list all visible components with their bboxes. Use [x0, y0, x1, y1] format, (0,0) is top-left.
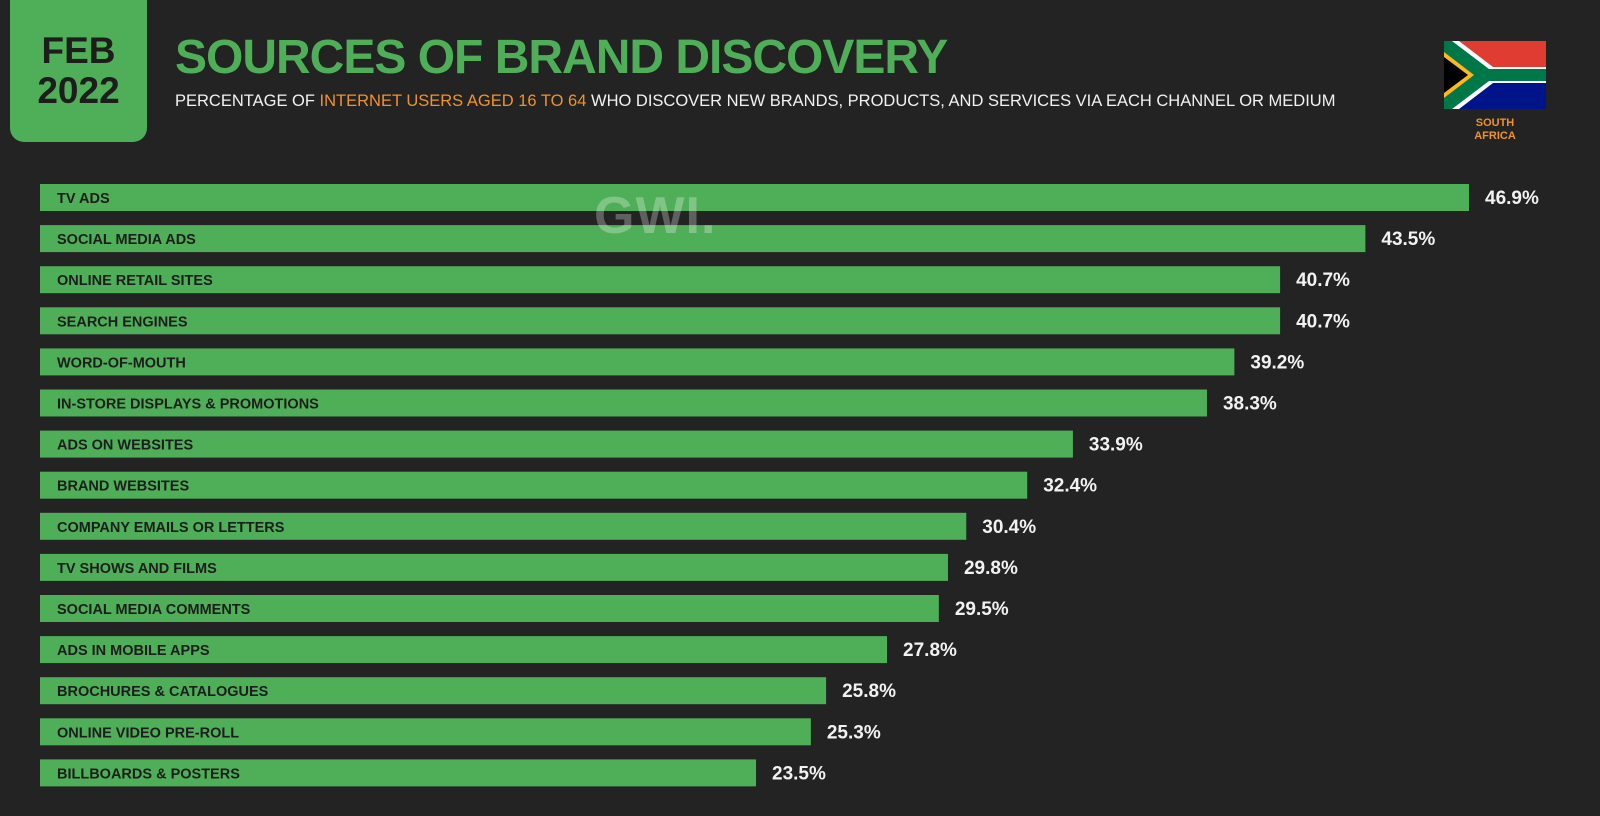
value-label: 32.4%	[1043, 476, 1097, 497]
country-line-2: AFRICA	[1474, 130, 1516, 142]
category-label: WORD-OF-MOUTH	[57, 355, 186, 371]
category-label: ONLINE VIDEO PRE-ROLL	[57, 725, 239, 741]
subtitle-pre: PERCENTAGE OF	[175, 92, 320, 110]
date-year: 2022	[37, 70, 120, 111]
south-africa-flag-icon	[1444, 41, 1546, 109]
category-label: TV ADS	[57, 191, 110, 207]
category-label: BROCHURES & CATALOGUES	[57, 684, 269, 700]
category-label: BILLBOARDS & POSTERS	[57, 766, 240, 782]
bar-online-video-pre-roll	[40, 718, 811, 746]
bar-billboards-posters	[40, 759, 757, 787]
value-label: 38.3%	[1223, 394, 1277, 415]
subtitle-post: WHO DISCOVER NEW BRANDS, PRODUCTS, AND S…	[586, 92, 1336, 110]
value-label: 27.8%	[903, 640, 957, 661]
bar-tv-ads	[40, 184, 1469, 211]
value-label: 29.5%	[955, 599, 1009, 620]
bar-search-engines	[40, 307, 1281, 335]
value-label: 46.9%	[1485, 188, 1539, 209]
date-badge: FEB 2022	[10, 0, 147, 142]
bar-tv-shows-and-films	[40, 553, 948, 581]
value-label: 29.8%	[964, 558, 1018, 579]
category-label: ONLINE RETAIL SITES	[57, 273, 213, 289]
chart-title: SOURCES OF BRAND DISCOVERY	[175, 31, 948, 84]
category-label: BRAND WEBSITES	[57, 479, 189, 495]
bar-company-emails-or-letters	[40, 512, 967, 540]
value-label: 23.5%	[772, 763, 826, 784]
value-label: 40.7%	[1296, 270, 1350, 291]
country-line-1: SOUTH	[1475, 117, 1515, 129]
category-label: SEARCH ENGINES	[57, 314, 188, 330]
category-label: SOCIAL MEDIA COMMENTS	[57, 602, 251, 618]
date-month: FEB	[41, 30, 116, 71]
country-label: SOUTH AFRICA	[1444, 117, 1546, 143]
value-label: 39.2%	[1250, 352, 1304, 373]
value-label: 30.4%	[982, 517, 1036, 538]
bar-in-store-displays-promotions	[40, 389, 1207, 417]
bar-ads-on-websites	[40, 430, 1073, 458]
gwi-watermark: GWI.	[594, 187, 717, 245]
value-label: 40.7%	[1296, 311, 1350, 332]
value-label: 25.3%	[827, 722, 881, 743]
bar-brochures-catalogues	[40, 677, 827, 705]
category-label: ADS ON WEBSITES	[57, 438, 193, 454]
bar-ads-in-mobile-apps	[40, 636, 888, 664]
category-label: ADS IN MOBILE APPS	[57, 643, 210, 659]
category-label: IN-STORE DISPLAYS & PROMOTIONS	[57, 397, 319, 413]
bar-brand-websites	[40, 471, 1028, 499]
value-label: 43.5%	[1381, 229, 1435, 250]
value-label: 25.8%	[842, 681, 896, 702]
chart-subtitle: PERCENTAGE OF INTERNET USERS AGED 16 TO …	[175, 92, 1335, 111]
bar-social-media-comments	[40, 595, 939, 622]
category-label: COMPANY EMAILS OR LETTERS	[57, 520, 285, 536]
bar-social-media-ads	[40, 225, 1366, 253]
category-label: TV SHOWS AND FILMS	[57, 561, 217, 577]
subtitle-highlight: INTERNET USERS AGED 16 TO 64	[319, 92, 587, 110]
value-label: 33.9%	[1089, 435, 1143, 456]
bar-word-of-mouth	[40, 348, 1235, 376]
bar-online-retail-sites	[40, 266, 1281, 294]
category-label: SOCIAL MEDIA ADS	[57, 232, 196, 248]
